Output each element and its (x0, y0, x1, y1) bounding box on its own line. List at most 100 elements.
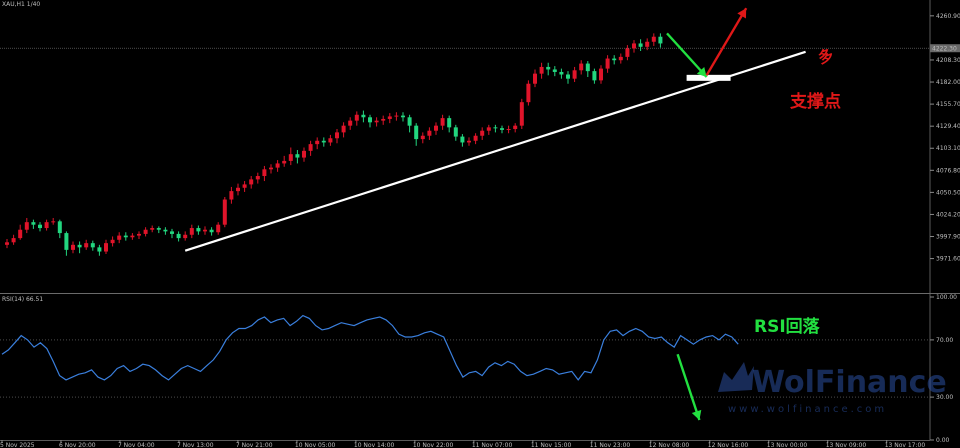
candle (566, 71, 570, 84)
candle (183, 231, 188, 241)
candle (592, 68, 597, 84)
candle (539, 62, 544, 79)
price-tick-label: 4182.00 (936, 79, 960, 86)
candle (658, 33, 663, 48)
candle (427, 127, 432, 140)
rsi-tick-label: 100.00 (936, 294, 957, 301)
current-price-label: 4222.30 (932, 46, 957, 53)
time-tick-label: 11 Nov 15:00 (531, 442, 572, 448)
candle (533, 69, 537, 88)
candle (64, 231, 69, 256)
candle (150, 225, 155, 233)
candle (585, 61, 590, 78)
bullish-arrow (705, 7, 748, 76)
candle (11, 234, 16, 245)
time-tick-label: 11 Nov 23:00 (590, 442, 631, 448)
candle (222, 196, 227, 228)
candle (335, 129, 339, 144)
time-tick-label: 7 Nov 21:00 (236, 442, 273, 448)
price-tick-label: 4155.70 (936, 101, 960, 108)
candle (493, 124, 498, 133)
rsi-layer (1, 314, 739, 381)
candle (328, 134, 333, 146)
time-tick-label: 10 Nov 05:00 (295, 442, 336, 448)
axis-layer: 4260.90 4208.30 4182.00 4155.70 4129.40 4103.… (0, 13, 960, 448)
candle (44, 219, 49, 231)
candle (170, 228, 174, 239)
candle (71, 241, 75, 254)
price-tick-label: 4260.90 (936, 13, 960, 20)
price-tick-label: 4050.50 (936, 189, 960, 196)
price-tick-label: 4129.40 (936, 123, 960, 130)
candles-layer (5, 33, 663, 256)
candle (354, 111, 359, 126)
candle (156, 226, 161, 234)
watermark-url: www.wolfinance.com (728, 404, 887, 415)
candle (196, 225, 201, 235)
time-tick-label: 7 Nov 13:00 (177, 442, 214, 448)
price-tick-label: 4024.20 (936, 211, 960, 218)
candle (407, 114, 412, 133)
wolf-logo-icon (718, 362, 754, 392)
candle (288, 147, 293, 166)
candle (500, 125, 504, 134)
time-tick-label: 13 Nov 00:00 (767, 442, 808, 448)
price-tick-label: 3997.90 (936, 234, 960, 241)
candle (255, 172, 260, 184)
candle (163, 227, 168, 235)
candle (302, 147, 306, 162)
candle (203, 226, 207, 235)
candle (546, 62, 551, 76)
support-zone-marker (686, 74, 731, 81)
candle (612, 55, 617, 65)
candle (117, 232, 122, 244)
candle (308, 140, 313, 156)
candle (447, 115, 452, 133)
support-label: 支撑点 (790, 91, 841, 112)
candle (401, 112, 405, 122)
current-price-box (930, 44, 960, 53)
candle (275, 160, 280, 172)
candle (618, 53, 623, 64)
candle (651, 33, 656, 46)
candle (480, 127, 485, 140)
candle (209, 227, 214, 236)
symbol-header: XAU,H1 1/40 (2, 1, 40, 8)
candle (24, 217, 29, 234)
candle (434, 122, 438, 135)
rsi-header: RSI(14) 66.51 (2, 296, 43, 303)
candle (216, 222, 221, 235)
candle (506, 125, 511, 134)
candle (269, 164, 273, 174)
candle (315, 137, 320, 150)
candle (632, 40, 636, 53)
candle (368, 114, 372, 128)
candle (625, 45, 630, 61)
candle (599, 65, 603, 84)
grid-layer (0, 47, 930, 398)
candle (90, 240, 95, 251)
time-tick-label: 12 Nov 08:00 (649, 442, 690, 448)
candle (519, 98, 524, 130)
candle (97, 244, 102, 256)
bullish-label: 多 (816, 45, 836, 67)
time-tick-label: 7 Nov 04:00 (118, 442, 155, 448)
price-tick-label: 4103.10 (936, 145, 960, 152)
candle (321, 137, 326, 147)
candle (282, 155, 287, 167)
candle (460, 134, 465, 147)
time-tick-label: 6 Nov 20:00 (59, 442, 96, 448)
candle (486, 124, 491, 135)
candle (143, 227, 148, 237)
time-tick-label: 10 Nov 14:00 (354, 442, 395, 448)
time-tick-label: 13 Nov 09:00 (826, 442, 867, 448)
price-tick-label: 4208.30 (936, 57, 960, 64)
candle (414, 123, 419, 146)
candle (638, 39, 643, 51)
candle (572, 66, 577, 83)
candle (249, 176, 254, 189)
watermark: WolFinance www.wolfinance.com (718, 362, 947, 415)
candle (123, 232, 128, 241)
candle (453, 124, 458, 141)
